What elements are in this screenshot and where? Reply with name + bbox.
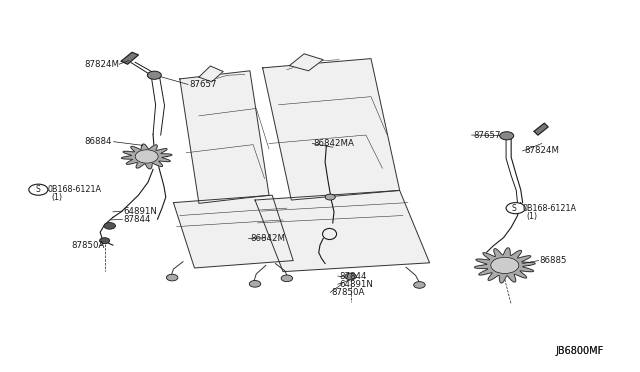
Circle shape (166, 274, 178, 281)
Text: 87657: 87657 (473, 131, 500, 140)
Polygon shape (262, 59, 399, 200)
Text: 86842MA: 86842MA (314, 139, 355, 148)
Text: S: S (512, 203, 516, 213)
Text: 87844: 87844 (124, 215, 151, 224)
Text: 0B168-6121A: 0B168-6121A (47, 185, 101, 194)
Polygon shape (255, 190, 429, 272)
Polygon shape (173, 195, 293, 268)
Circle shape (491, 257, 519, 273)
Circle shape (29, 184, 48, 195)
Polygon shape (122, 144, 172, 169)
Text: 64891N: 64891N (339, 280, 373, 289)
Text: 87824M: 87824M (84, 60, 119, 69)
Text: 86885: 86885 (540, 256, 567, 265)
Text: 86884: 86884 (84, 137, 112, 146)
Text: 87850A: 87850A (332, 288, 365, 297)
Circle shape (135, 150, 158, 163)
Text: 86842M: 86842M (250, 234, 285, 243)
Text: (1): (1) (527, 212, 538, 221)
Polygon shape (534, 123, 548, 135)
Text: JB6800MF: JB6800MF (556, 346, 604, 356)
Circle shape (100, 238, 109, 244)
Circle shape (147, 71, 161, 79)
Circle shape (500, 132, 514, 140)
Text: (1): (1) (51, 193, 62, 202)
Text: 87850A: 87850A (72, 241, 105, 250)
Circle shape (506, 203, 525, 214)
Text: 87657: 87657 (189, 80, 217, 89)
Text: 87824M: 87824M (524, 147, 559, 155)
Polygon shape (121, 52, 138, 64)
Polygon shape (180, 71, 269, 203)
Text: JB6800MF: JB6800MF (556, 346, 604, 356)
Text: 64891N: 64891N (124, 206, 157, 216)
Circle shape (104, 222, 115, 229)
Circle shape (325, 194, 335, 200)
Circle shape (281, 275, 292, 282)
Circle shape (345, 273, 356, 280)
Text: 87844: 87844 (339, 272, 367, 280)
Text: S: S (36, 185, 41, 194)
Polygon shape (199, 66, 223, 82)
Circle shape (413, 282, 425, 288)
Polygon shape (474, 248, 535, 283)
Circle shape (249, 280, 260, 287)
Text: 0B168-6121A: 0B168-6121A (523, 203, 577, 213)
Polygon shape (289, 54, 323, 71)
